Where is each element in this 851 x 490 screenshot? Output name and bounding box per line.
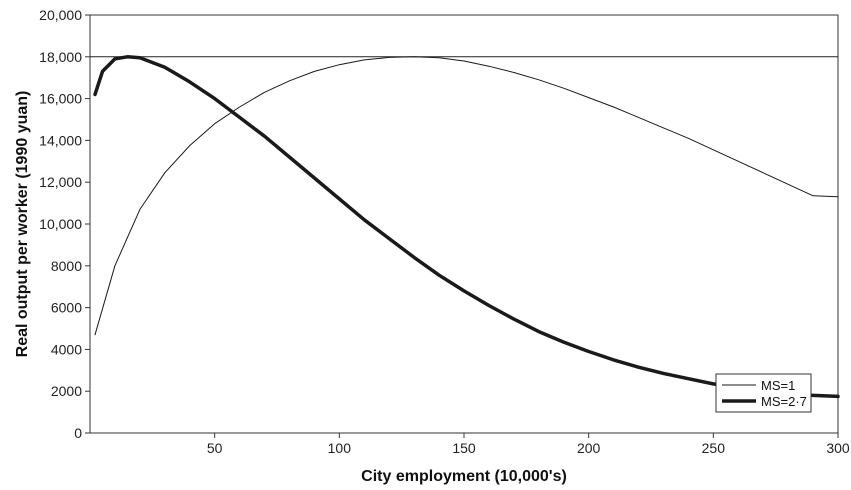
y-tick-label: 16,000 [39,91,82,107]
x-tick-label: 100 [328,440,352,456]
x-tick-label: 50 [207,440,223,456]
series-layer [93,55,840,399]
y-tick-label: 18,000 [39,49,82,65]
y-tick-label: 14,000 [39,132,82,148]
series-line-1 [94,56,839,336]
x-tick-label: 200 [577,440,601,456]
legend-label-2: MS=2·7 [761,394,807,409]
series-line-2 [93,55,840,399]
legend-label-1: MS=1 [761,378,795,393]
x-axis: 50 100 150 200 250 300 [207,433,850,456]
y-axis-title: Real output per worker (1990 yuan) [14,91,31,358]
x-tick-label: 250 [702,440,726,456]
x-tick-label: 150 [452,440,476,456]
y-tick-label: 0 [74,425,82,441]
legend-box [715,373,812,413]
y-tick-label: 2000 [51,383,82,399]
y-tick-label: 8000 [51,258,82,274]
plot-area [89,14,839,434]
y-tick-label: 4000 [51,341,82,357]
x-axis-title: City employment (10,000's) [361,468,567,485]
y-tick-label: 20,000 [39,7,82,23]
y-tick-label: 10,000 [39,216,82,232]
y-axis: 0 2000 4000 6000 8000 10,000 12,000 14,000 16,00… [39,7,90,441]
y-tick-label: 12,000 [39,174,82,190]
y-tick-label: 6000 [51,300,82,316]
x-tick-label: 300 [826,440,850,456]
legend: MS=1MS=2·7 [715,373,812,413]
